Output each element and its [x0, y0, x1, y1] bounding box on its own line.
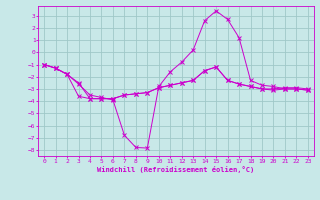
X-axis label: Windchill (Refroidissement éolien,°C): Windchill (Refroidissement éolien,°C): [97, 166, 255, 173]
